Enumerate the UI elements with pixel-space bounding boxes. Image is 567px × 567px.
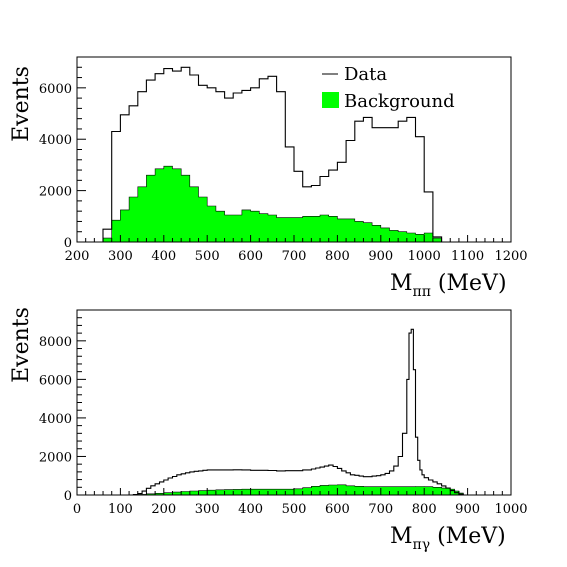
x-tick-label: 600 <box>238 249 263 264</box>
x-tick-label: 700 <box>282 249 307 264</box>
data-histogram-pipi <box>102 66 443 242</box>
x-tick-label: 900 <box>455 502 480 517</box>
y-tick-label: 0 <box>64 236 72 251</box>
x-tick-label: 700 <box>368 502 393 517</box>
x-tick-label: 300 <box>195 502 220 517</box>
x-axis-ticks-pigamma: 0 100 200 300 400 500 600 700 800 900 1000 <box>73 488 528 517</box>
x-tick-label: 900 <box>368 249 393 264</box>
y-tick-label: 4000 <box>39 133 72 148</box>
legend-data-label: Data <box>344 64 387 85</box>
legend-background-swatch <box>322 92 339 108</box>
x-tick-label: 1100 <box>451 249 484 264</box>
x-tick-label: 200 <box>151 502 176 517</box>
y-tick-label: 6000 <box>39 373 72 388</box>
x-axis-title-pigamma: Mπγ (MeV) <box>390 524 506 553</box>
x-tick-label: 300 <box>108 249 133 264</box>
legend-background-label: Background <box>344 91 455 112</box>
y-axis-title-pipi: Events <box>9 66 34 142</box>
x-tick-label: 1200 <box>494 249 527 264</box>
y-tick-label: 8000 <box>39 335 72 350</box>
x-tick-label: 500 <box>195 249 220 264</box>
x-tick-label: 1000 <box>408 249 441 264</box>
y-tick-label: 6000 <box>39 82 72 97</box>
y-tick-label: 0 <box>64 489 72 504</box>
x-tick-label: 800 <box>325 249 350 264</box>
x-axis-title-main-pipi: M <box>390 271 413 296</box>
x-tick-label: 200 <box>65 249 90 264</box>
y-tick-label: 2000 <box>39 450 72 465</box>
x-axis-title-sub-pipi: ππ <box>413 284 431 300</box>
legend: Data Background <box>322 64 455 112</box>
x-tick-label: 400 <box>238 502 263 517</box>
background-histogram-pipi <box>102 165 442 243</box>
chart-pigamma: 0 100 200 300 400 500 600 700 800 900 1000 0 2000 40… <box>9 307 528 553</box>
y-axis-title-pigamma: Events <box>9 307 34 383</box>
histogram-data-1 <box>77 328 511 496</box>
x-tick-label: 1000 <box>494 502 527 517</box>
x-tick-label: 0 <box>73 502 81 517</box>
y-tick-label: 4000 <box>39 412 72 427</box>
plot-frame-pigamma <box>76 309 512 496</box>
x-axis-title-sub-pigamma: πγ <box>413 537 431 553</box>
y-axis-ticks-pigamma: 0 2000 4000 6000 8000 <box>39 309 86 504</box>
histogram-background-0 <box>102 165 442 243</box>
x-tick-label: 600 <box>325 502 350 517</box>
x-axis-ticks-pipi: 200 300 400 500 600 700 800 900 1000 1100 1200 <box>65 235 528 264</box>
x-axis-title-unit-pigamma: (MeV) <box>430 524 506 549</box>
x-axis-title-pipi: Mππ (MeV) <box>390 271 507 300</box>
chart-pipi: 200 300 400 500 600 700 800 900 1000 1100 1200 020… <box>9 56 528 300</box>
x-axis-title-main-pigamma: M <box>390 524 413 549</box>
x-axis-title-unit-pipi: (MeV) <box>431 271 507 296</box>
y-axis-ticks-pipi: 0 2000 4000 6000 <box>39 56 86 251</box>
x-tick-label: 400 <box>151 249 176 264</box>
histogram-data-0 <box>102 66 443 242</box>
x-tick-label: 800 <box>412 502 437 517</box>
x-tick-label: 100 <box>108 502 133 517</box>
x-tick-label: 500 <box>282 502 307 517</box>
data-histogram-pigamma <box>77 328 511 496</box>
y-tick-label: 2000 <box>39 185 72 200</box>
